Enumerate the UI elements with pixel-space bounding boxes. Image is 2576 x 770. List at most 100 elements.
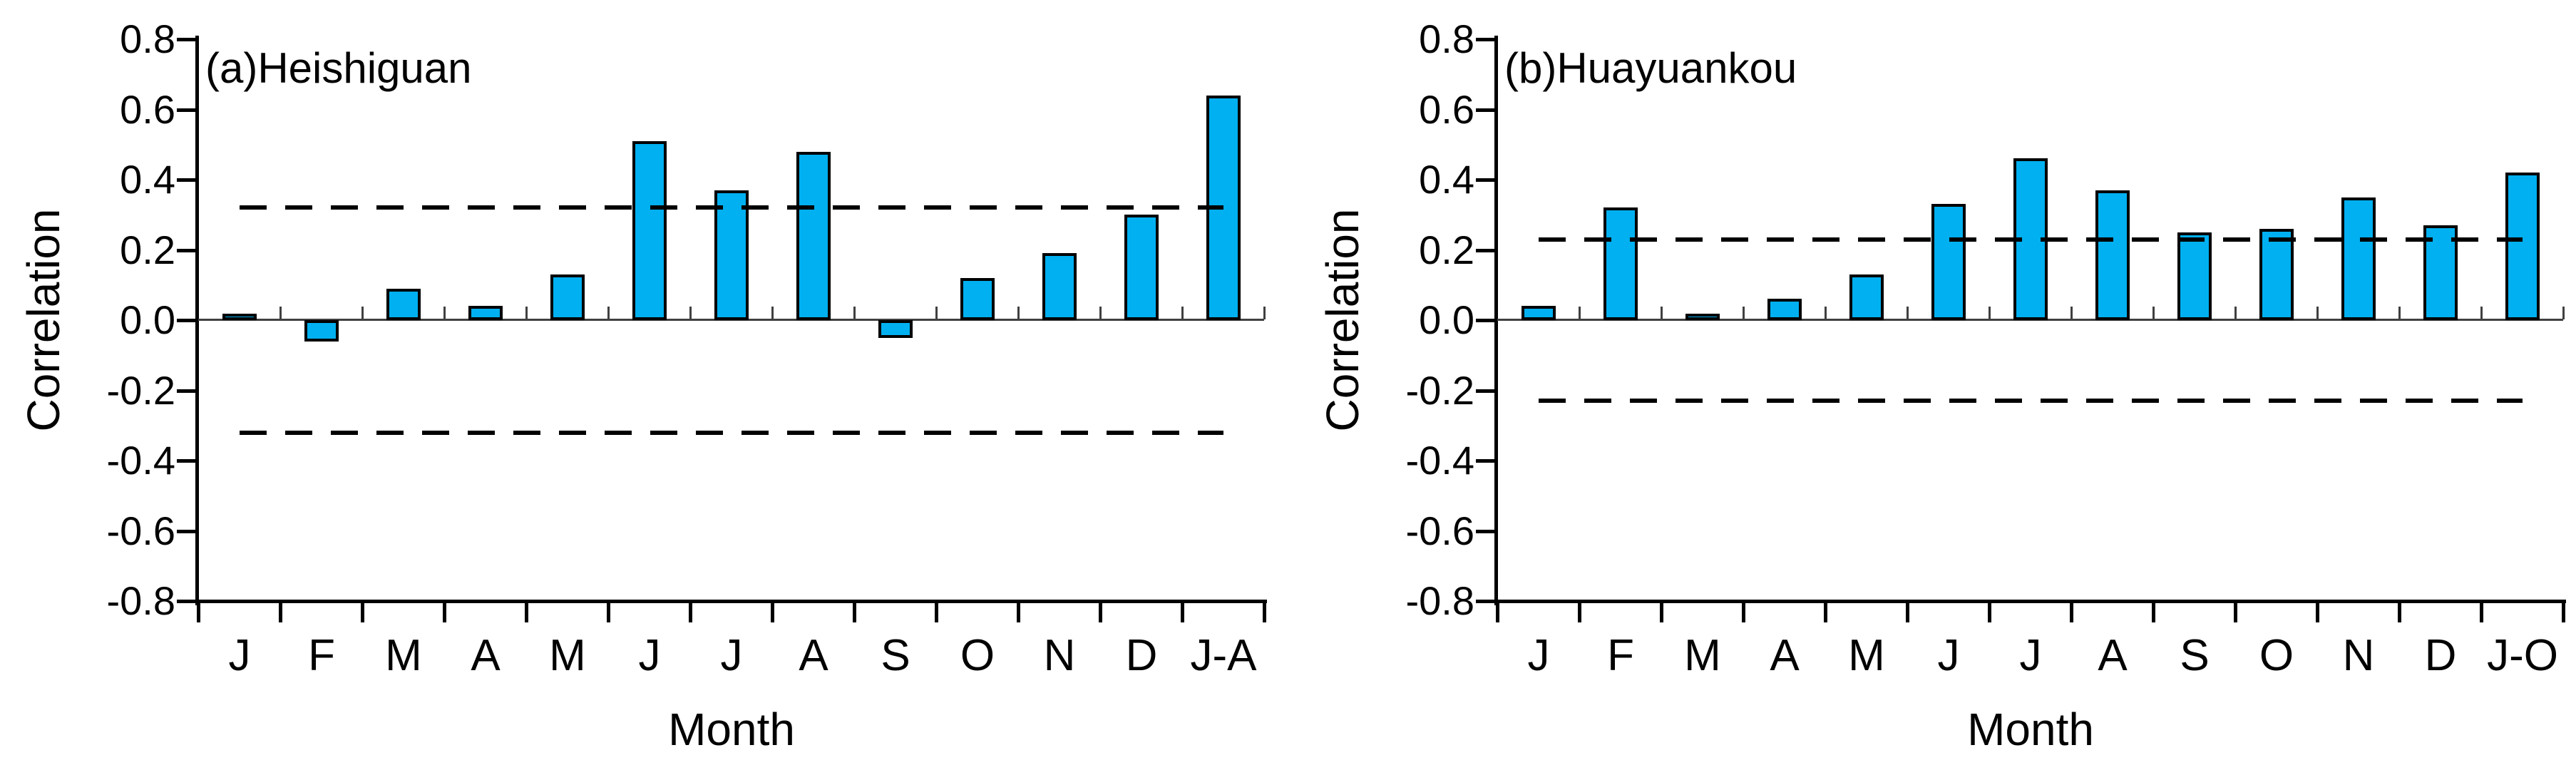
x-axis-tick [2234,602,2237,622]
x-axis-tick [2152,602,2155,622]
x-axis-tick [443,602,446,622]
zero-line-tick [2398,307,2401,319]
y-tick-label: 0.8 [120,16,175,61]
y-axis-line [195,36,199,605]
significance-line-positive [1539,237,2523,242]
bar-S-9 [878,320,913,338]
bar-J-1 [1522,306,1556,320]
zero-line-tick [771,307,774,319]
y-axis-tick [177,459,197,463]
bar-O-10 [960,278,995,320]
y-axis-tick [1476,459,1496,463]
y-axis-tick [177,600,197,603]
y-tick-label: 0.0 [1419,297,1474,342]
y-tick-label: 0.2 [1419,227,1474,272]
y-tick-label: -0.6 [1405,508,1475,553]
zero-line-tick [1263,307,1266,319]
x-tick-label-J-O: J-O [2487,631,2558,680]
x-axis-title-a: Month [668,704,795,755]
y-tick-label: -0.8 [106,578,176,623]
y-tick-label: 0.4 [1419,157,1474,202]
panel-title-a: (a)Heishiguan [205,44,472,92]
x-axis-tick [1181,602,1184,622]
x-axis-tick [853,602,856,622]
y-tick-label: 0.4 [120,157,175,202]
y-axis-tick [1476,108,1496,112]
zero-line-tick [1181,307,1184,319]
bar-M-3 [386,289,421,320]
panel-title-b: (b)Huayuankou [1504,44,1797,92]
zero-line-tick [2480,307,2483,319]
x-tick-label-J: J [228,631,251,680]
zero-line-tick [443,307,446,319]
y-axis-tick [177,389,197,393]
zero-line-tick [279,307,282,319]
x-axis-tick [1906,602,1909,622]
zero-line-tick [2152,307,2155,319]
bar-A-8 [796,152,831,320]
y-axis-tick [1476,249,1496,252]
zero-line-tick [935,307,938,319]
x-tick-label-J: J [720,631,743,680]
x-tick-label-S: S [2180,631,2210,680]
y-tick-label: -0.2 [1405,368,1475,413]
x-axis-tick [1017,602,1020,622]
significance-line-negative [240,431,1223,435]
x-axis-tick [2070,602,2073,622]
y-axis-tick [177,178,197,182]
zero-line-tick [689,307,692,319]
y-axis-tick [1476,530,1496,533]
x-axis-title-b: Month [1967,704,2094,755]
y-axis-tick [1476,38,1496,41]
bar-F-2 [304,320,339,342]
x-tick-label-D: D [1125,631,1158,680]
x-tick-label-D: D [2424,631,2457,680]
zero-line-tick [607,307,610,319]
bar-J-6 [632,141,667,320]
x-axis-line [195,600,1267,603]
y-axis-tick [177,319,197,322]
x-tick-label-J: J [1937,631,1960,680]
zero-line-tick [1661,307,1663,319]
zero-line-tick [1743,307,1745,319]
x-tick-label-M: M [549,631,586,680]
zero-line-tick [1579,307,1581,319]
x-axis-tick [361,602,364,622]
zero-line-tick [1907,307,1909,319]
x-axis-tick [1824,602,1827,622]
bar-J-6 [1931,204,1966,320]
zero-line-tick [1099,307,1102,319]
x-axis-line [1494,600,2566,603]
x-tick-label-J: J [638,631,661,680]
x-axis-tick [1263,602,1266,622]
x-axis-tick [1099,602,1102,622]
x-tick-label-J: J [1527,631,1550,680]
y-tick-label: 0.6 [120,87,175,132]
x-axis-tick [771,602,774,622]
y-axis-tick [1476,389,1496,393]
y-tick-label: -0.8 [1405,578,1475,623]
x-tick-label-A: A [2098,631,2128,680]
bar-M-3 [1685,314,1720,320]
x-axis-tick [935,602,938,622]
x-axis-tick [607,602,610,622]
zero-line-tick [2316,307,2319,319]
significance-line-positive [240,205,1223,210]
x-tick-label-M: M [385,631,422,680]
y-axis-tick [177,249,197,252]
x-axis-tick [1742,602,1745,622]
x-tick-label-F: F [308,631,335,680]
y-tick-label: 0.2 [120,227,175,272]
x-tick-label-F: F [1607,631,1634,680]
x-axis-tick [1578,602,1581,622]
y-axis-tick [177,108,197,112]
bar-J-7 [714,190,749,320]
x-tick-label-J-A: J-A [1190,631,1257,680]
x-axis-tick [2480,602,2483,622]
y-axis-tick [177,530,197,533]
zero-line-tick [1017,307,1020,319]
y-axis-line [1494,36,1498,605]
